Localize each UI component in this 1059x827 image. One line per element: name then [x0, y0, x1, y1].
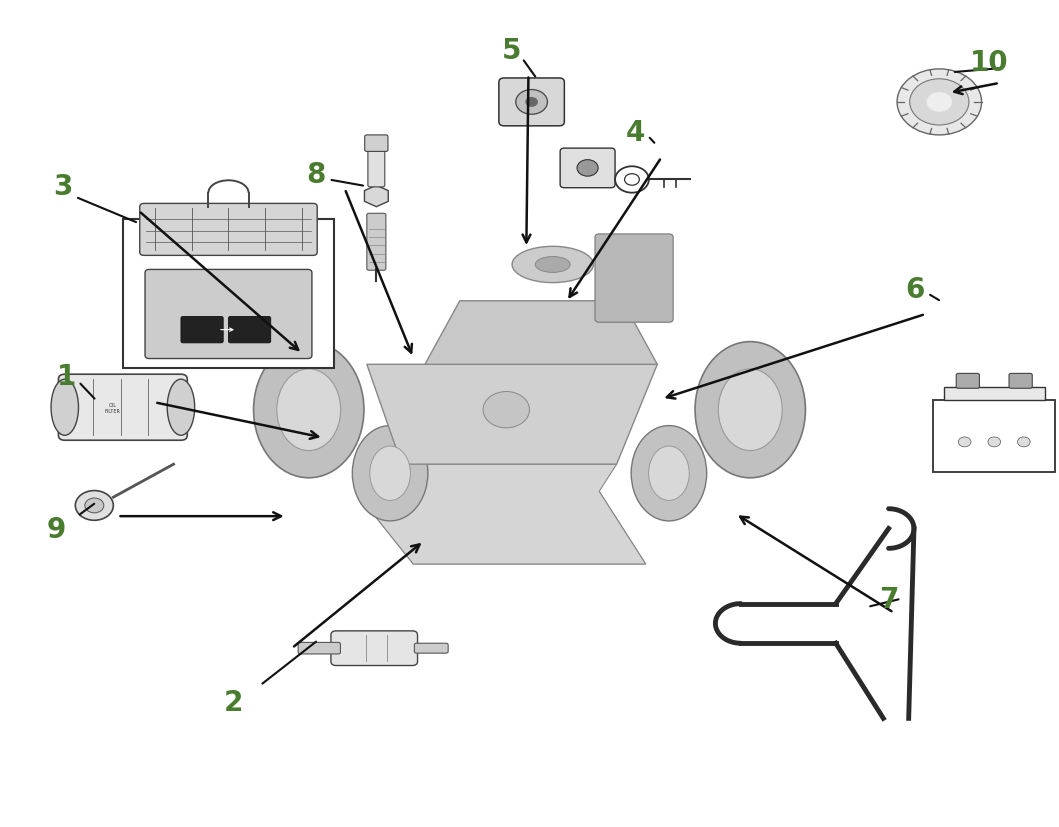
Text: 4: 4 — [626, 119, 645, 147]
FancyBboxPatch shape — [145, 270, 312, 359]
FancyBboxPatch shape — [299, 643, 340, 654]
Polygon shape — [366, 365, 658, 465]
FancyBboxPatch shape — [1009, 374, 1033, 389]
Polygon shape — [355, 492, 646, 564]
Ellipse shape — [648, 447, 689, 501]
Ellipse shape — [51, 380, 78, 436]
Circle shape — [577, 160, 598, 177]
FancyBboxPatch shape — [229, 317, 271, 343]
FancyBboxPatch shape — [367, 147, 384, 188]
Bar — [944, 387, 1045, 400]
Text: 5: 5 — [502, 37, 521, 65]
Circle shape — [516, 90, 548, 115]
Polygon shape — [425, 301, 658, 365]
Ellipse shape — [353, 426, 428, 521]
Text: 6: 6 — [905, 276, 925, 304]
Text: 3: 3 — [53, 173, 72, 201]
Polygon shape — [355, 465, 646, 564]
FancyBboxPatch shape — [330, 631, 417, 666]
FancyBboxPatch shape — [560, 149, 615, 189]
Ellipse shape — [276, 370, 341, 451]
Circle shape — [897, 69, 982, 136]
Ellipse shape — [631, 426, 706, 521]
Bar — [123, 220, 334, 368]
Circle shape — [958, 437, 971, 447]
FancyBboxPatch shape — [58, 375, 187, 441]
Circle shape — [525, 98, 538, 108]
FancyBboxPatch shape — [595, 235, 674, 323]
Circle shape — [927, 93, 952, 112]
Circle shape — [85, 499, 104, 514]
Text: OIL
FILTER: OIL FILTER — [105, 403, 121, 414]
Text: 2: 2 — [225, 688, 244, 716]
Ellipse shape — [513, 247, 593, 284]
Ellipse shape — [167, 380, 195, 436]
Ellipse shape — [253, 342, 364, 478]
Text: 9: 9 — [47, 515, 66, 543]
FancyBboxPatch shape — [414, 643, 448, 653]
Bar — [933, 400, 1056, 473]
Polygon shape — [364, 186, 389, 208]
Ellipse shape — [535, 257, 570, 273]
FancyBboxPatch shape — [364, 136, 388, 152]
Ellipse shape — [695, 342, 806, 478]
Text: 8: 8 — [306, 160, 326, 189]
Text: 10: 10 — [970, 50, 1008, 77]
Ellipse shape — [718, 370, 783, 451]
Circle shape — [75, 491, 113, 521]
Circle shape — [988, 437, 1001, 447]
Circle shape — [1018, 437, 1030, 447]
FancyBboxPatch shape — [956, 374, 980, 389]
Text: 7: 7 — [879, 585, 898, 613]
Circle shape — [483, 392, 530, 428]
Circle shape — [910, 79, 969, 126]
Text: 1: 1 — [57, 362, 76, 390]
FancyBboxPatch shape — [499, 79, 564, 127]
FancyBboxPatch shape — [140, 204, 318, 256]
FancyBboxPatch shape — [181, 317, 223, 343]
Ellipse shape — [370, 447, 411, 501]
FancyBboxPatch shape — [366, 214, 385, 271]
